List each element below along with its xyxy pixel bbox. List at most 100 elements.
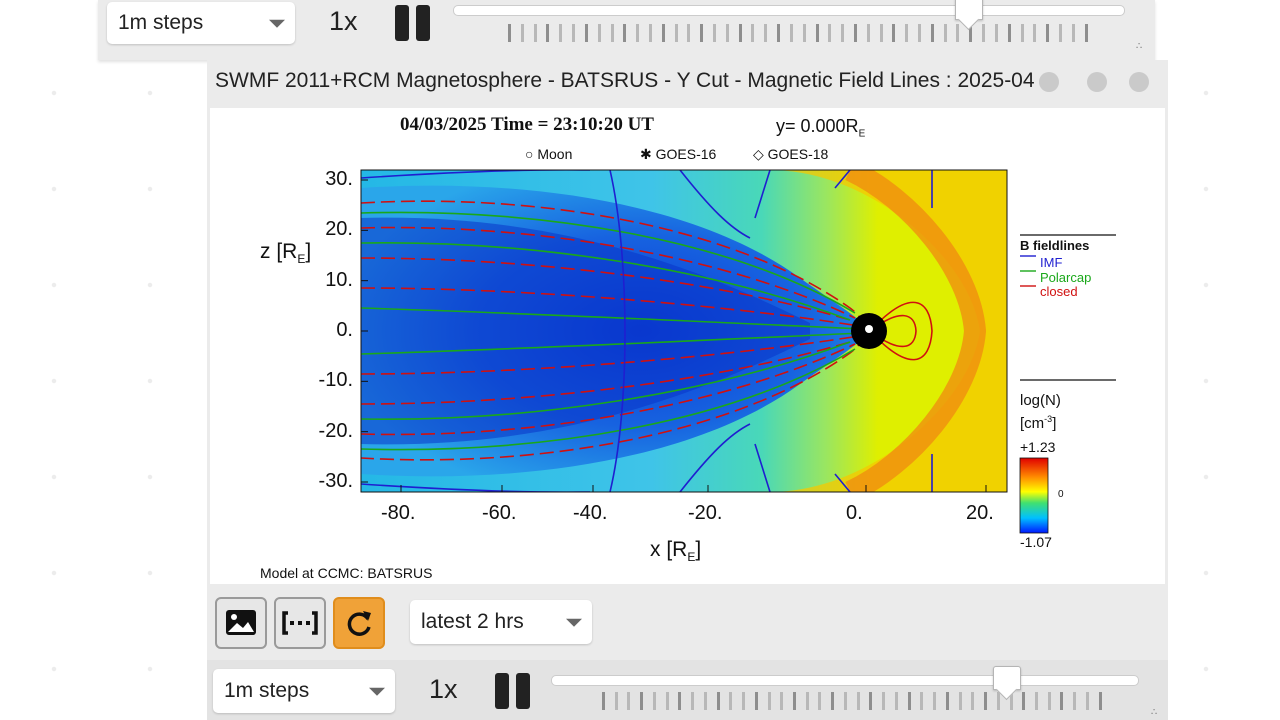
slider-tick	[546, 24, 550, 42]
x-tick-label: -40.	[573, 502, 608, 524]
legend-title: B fieldlines	[1020, 238, 1090, 253]
image-icon	[226, 610, 256, 635]
slider-tick	[866, 24, 870, 42]
slider-tick	[1020, 24, 1024, 42]
slider-tick	[894, 692, 898, 710]
colorbar-mid: 0	[1058, 489, 1064, 500]
image-view-button[interactable]	[215, 597, 267, 649]
resize-grip-icon[interactable]: ∴	[1136, 41, 1142, 52]
chevron-down-icon	[566, 618, 582, 627]
slider-tick	[777, 24, 781, 42]
slider-tick	[856, 692, 860, 710]
slider-tick	[767, 692, 771, 710]
slider-tick	[742, 692, 746, 710]
top-slider-thumb[interactable]	[955, 0, 983, 20]
slider-tick	[905, 24, 909, 42]
z-axis-text: z [R	[260, 240, 298, 263]
slider-tick	[1085, 692, 1089, 710]
slider-tick	[971, 692, 975, 710]
colorbar-unit-text: [cm	[1020, 415, 1045, 432]
slider-tick	[1071, 24, 1075, 42]
top-speed-button[interactable]: 1x	[329, 6, 358, 36]
slider-tick	[713, 24, 716, 42]
moon-marker-label: ○ Moon	[525, 146, 573, 162]
y-tick-label: 10.	[325, 268, 353, 291]
slider-tick	[559, 24, 563, 42]
slider-tick	[738, 24, 742, 42]
slider-tick	[751, 24, 755, 42]
top-time-slider-track[interactable]	[453, 5, 1125, 16]
panel-title: SWMF 2011+RCM Magnetosphere - BATSRUS - …	[215, 69, 1035, 92]
goes16-label: GOES-16	[655, 146, 717, 162]
y-tick-label: 0.	[336, 319, 353, 341]
slider-tick	[572, 24, 576, 42]
slider-tick	[958, 692, 962, 710]
chevron-down-icon	[369, 687, 385, 696]
bottom-step-select[interactable]: 1m steps	[213, 669, 395, 713]
x-tick-label: 20.	[966, 502, 994, 524]
slider-tick	[640, 692, 644, 710]
slider-tick	[729, 692, 733, 710]
slider-tick	[725, 24, 729, 42]
slider-tick	[805, 692, 809, 710]
top-pause-icon[interactable]	[395, 5, 431, 41]
bottom-pause-icon[interactable]	[495, 673, 531, 709]
slider-tick	[703, 692, 707, 710]
slider-tick	[1009, 692, 1013, 710]
slider-tick	[636, 24, 640, 42]
colorbar-unit-sup: -3	[1044, 414, 1053, 424]
slider-tick	[869, 692, 873, 710]
slider-tick	[1034, 692, 1038, 710]
slider-tick	[969, 24, 973, 42]
slider-tick	[1033, 24, 1037, 42]
plot-graphic	[360, 169, 1116, 534]
colorbar-min: -1.07	[1020, 534, 1052, 550]
zoom-icon[interactable]	[1039, 72, 1059, 92]
y-tick-label: -20.	[318, 419, 353, 442]
bottom-playback-controls: 1m steps 1x ∴	[207, 660, 1168, 720]
top-step-select[interactable]: 1m steps	[107, 2, 295, 44]
refresh-button[interactable]	[333, 597, 385, 649]
top-step-select-label: 1m steps	[118, 11, 204, 34]
slider-tick	[614, 692, 618, 710]
slider-tick	[956, 24, 960, 42]
slider-tick	[930, 24, 934, 42]
bottom-slider-thumb[interactable]	[993, 666, 1021, 690]
slider-tick	[1047, 692, 1051, 710]
slider-tick	[879, 24, 883, 42]
legend-polarcap: Polarcap	[1040, 270, 1092, 285]
resize-grip-icon[interactable]: ∴	[1151, 707, 1157, 718]
moon-label: Moon	[537, 146, 573, 162]
time-range-select[interactable]: latest 2 hrs	[410, 600, 592, 644]
slider-tick	[678, 692, 682, 710]
embed-button[interactable]	[274, 597, 326, 649]
slider-tick	[1073, 692, 1077, 710]
x-tick-label: 0.	[846, 502, 863, 524]
refresh-icon	[347, 611, 371, 636]
info-icon[interactable]	[1087, 72, 1107, 92]
top-slider-ticks	[508, 24, 1088, 42]
slider-tick	[627, 692, 631, 710]
slider-tick	[648, 24, 652, 42]
slider-tick	[716, 692, 720, 710]
bottom-time-slider-track[interactable]	[551, 675, 1139, 686]
x-axis-text: x [R	[650, 538, 688, 561]
slider-tick	[508, 24, 511, 42]
goes18-marker-label: ◇ GOES-18	[753, 146, 829, 162]
slider-tick	[661, 24, 665, 42]
close-icon[interactable]	[1129, 72, 1149, 92]
plot-cut-value: y= 0.000R	[776, 116, 859, 136]
slider-tick	[943, 24, 947, 42]
plot-date: 04/03/2025	[400, 114, 487, 135]
slider-tick	[853, 24, 857, 42]
slider-tick	[584, 24, 588, 42]
z-axis-label: z [RE]	[260, 240, 312, 267]
slider-tick	[818, 692, 822, 710]
plot-time: Time = 23:10:20 UT	[490, 114, 654, 135]
slider-tick	[691, 692, 695, 710]
slider-tick	[1060, 692, 1064, 710]
y-tick-label: -10.	[318, 369, 353, 392]
y-tick-label: 30.	[325, 168, 353, 190]
y-tick-label: -30.	[318, 470, 353, 492]
bottom-speed-button[interactable]: 1x	[429, 674, 458, 704]
